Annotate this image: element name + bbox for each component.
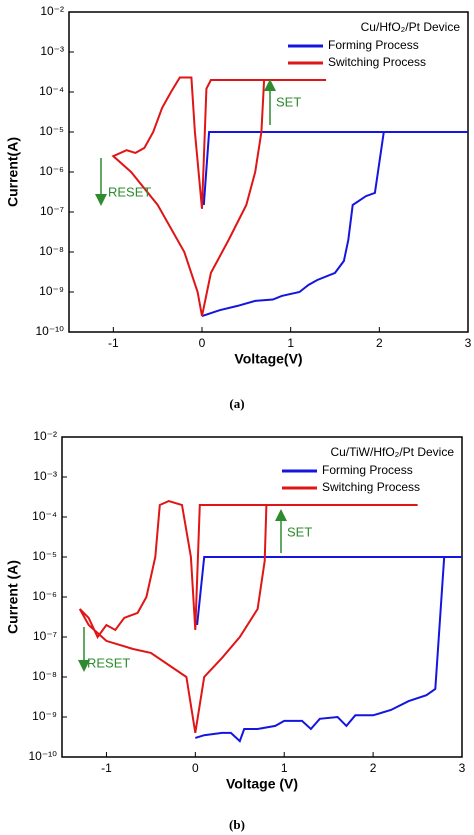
annotation: RESET: [87, 655, 130, 670]
y-tick-label: 10⁻⁷: [40, 204, 64, 218]
x-tick-label: 2: [370, 761, 377, 775]
y-tick-label: 10⁻¹⁰: [36, 324, 65, 338]
x-tick-label: -1: [108, 336, 119, 350]
y-tick-label: 10⁻⁵: [39, 124, 64, 138]
x-tick-label: 0: [199, 336, 206, 350]
y-tick-label: 10⁻⁹: [39, 284, 64, 298]
y-tick-label: 10⁻⁶: [32, 589, 57, 603]
x-axis-title: Voltage (V): [226, 776, 298, 792]
y-axis-title: Current (A): [5, 560, 21, 634]
x-tick-label: -1: [101, 761, 112, 775]
series-line: [111, 76, 327, 317]
legend-label: Switching Process: [328, 55, 426, 69]
caption: (b): [229, 817, 245, 832]
x-tick-label: 0: [192, 761, 199, 775]
x-tick-label: 1: [287, 336, 294, 350]
y-tick-label: 10⁻¹⁰: [29, 749, 58, 763]
y-tick-label: 10⁻²: [40, 4, 64, 18]
series-line: [195, 556, 462, 743]
series-line: [78, 500, 418, 734]
annotation: SET: [287, 524, 312, 539]
y-tick-label: 10⁻³: [33, 469, 57, 483]
annotation: SET: [276, 94, 301, 109]
y-tick-label: 10⁻²: [33, 429, 57, 443]
x-tick-label: 2: [376, 336, 383, 350]
x-tick-label: 1: [281, 761, 288, 775]
y-axis-title: Current(A): [5, 137, 21, 207]
y-tick-label: 10⁻⁷: [33, 629, 57, 643]
y-tick-label: 10⁻⁵: [32, 549, 57, 563]
y-tick-label: 10⁻⁹: [32, 709, 57, 723]
y-tick-label: 10⁻⁴: [32, 509, 57, 523]
caption: (a): [229, 396, 244, 411]
x-tick-label: 3: [465, 336, 472, 350]
legend-label: Forming Process: [322, 463, 413, 477]
x-tick-label: 3: [459, 761, 466, 775]
legend-title: Cu/HfO₂/Pt Device: [361, 20, 461, 34]
y-tick-label: 10⁻⁴: [39, 84, 64, 98]
y-tick-label: 10⁻⁶: [39, 164, 64, 178]
annotation: RESET: [108, 184, 151, 199]
series-line: [201, 131, 468, 318]
y-tick-label: 10⁻⁸: [32, 669, 57, 683]
x-axis-title: Voltage(V): [234, 351, 302, 367]
y-tick-label: 10⁻³: [40, 44, 64, 58]
legend-title: Cu/TiW/HfO₂/Pt Device: [330, 445, 454, 459]
legend-label: Forming Process: [328, 38, 419, 52]
legend-label: Switching Process: [322, 480, 420, 494]
y-tick-label: 10⁻⁸: [39, 244, 64, 258]
